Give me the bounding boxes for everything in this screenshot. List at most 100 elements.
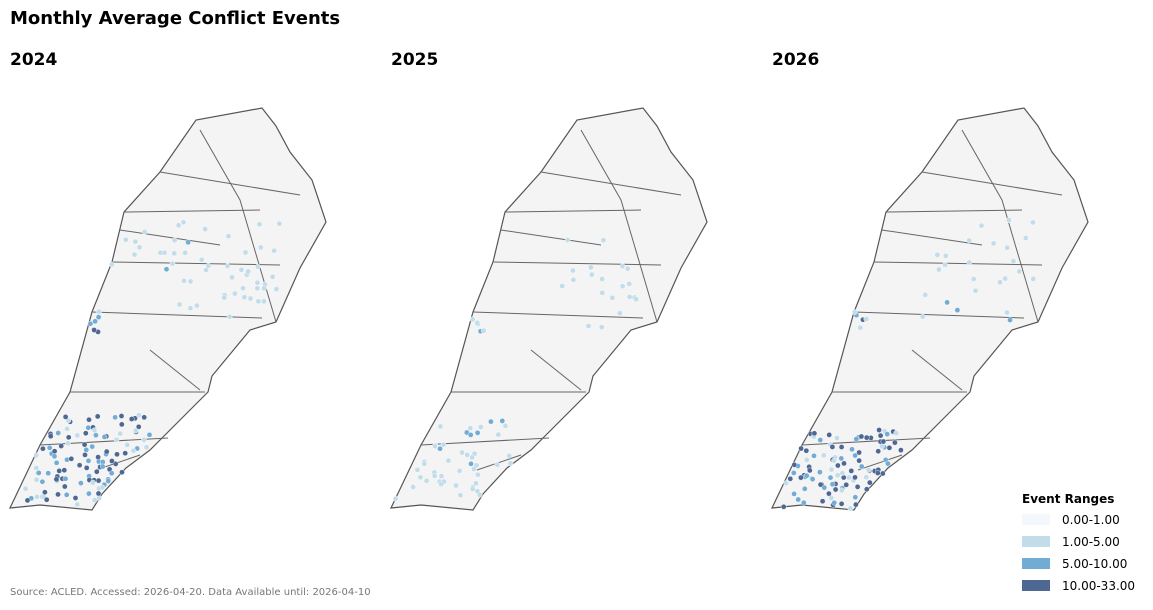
district-border [881,229,983,246]
event-dot [803,447,810,454]
event-dot [848,468,855,474]
event-dot [570,276,577,283]
event-dot [619,283,626,290]
event-dot [85,424,92,431]
event-dot [944,299,950,306]
event-dot [892,439,898,446]
event-dot [852,494,859,501]
event-dot [143,444,150,451]
event-dot [62,475,69,482]
event-dot [846,474,852,481]
event-dot [423,477,430,484]
event-dot [474,429,481,436]
event-dot [45,470,52,477]
event-dot [875,448,881,455]
event-dot [588,264,594,271]
event-dot [990,240,997,247]
event-dot [99,484,106,491]
event-dot [790,470,797,476]
event-dot [437,423,444,430]
event-dot [117,430,123,437]
event-dot [414,466,421,473]
event-dot [609,294,616,301]
event-dot [53,459,60,466]
district-border [492,261,662,266]
event-dot [966,259,973,266]
event-dot [421,460,428,467]
event-dot [224,263,231,269]
event-dot [141,229,148,235]
source-note: Source: ACLED. Accessed: 2026-04-20. Dat… [10,587,371,598]
event-dot [65,440,71,447]
event-dot [843,481,849,488]
event-dot [598,324,605,330]
event-dot [588,271,595,278]
legend-swatch [1022,514,1050,525]
event-dot [91,497,98,503]
panel-title: 2024 [10,50,57,70]
event-dot [863,316,870,322]
event-dot [86,490,92,497]
figure-title: Monthly Average Conflict Events [10,8,340,29]
event-dot [599,290,606,296]
district-border [530,349,582,391]
event-dot [856,449,862,456]
legend-swatch [1022,580,1050,591]
event-dot [847,505,854,512]
event-dot [109,261,115,268]
event-dot [626,294,633,300]
event-dot [829,481,836,488]
event-dot [478,424,484,430]
event-dot [187,305,194,312]
event-dot [828,495,835,501]
event-dot [831,499,837,506]
event-dot [884,431,890,437]
event-dot [82,452,88,458]
event-dot [124,442,130,448]
event-dot [128,416,135,422]
event-dot [1016,268,1023,275]
event-dot [838,455,845,462]
event-dot [475,471,481,478]
event-dot [834,435,840,441]
event-dot [83,430,89,437]
event-dot [74,501,81,508]
event-dot [834,472,841,479]
event-dot [85,457,92,464]
district-border [472,311,644,319]
event-dot [445,457,452,464]
event-dot [92,318,98,325]
district-border [500,229,602,246]
event-dot [51,453,58,460]
event-dot [795,496,802,503]
panel-map [9,107,327,511]
event-dot [480,327,487,334]
event-dot [72,495,79,501]
event-dot [467,432,474,438]
event-dot [853,501,859,508]
event-dot [456,467,463,474]
event-dot [469,454,475,461]
event-dot [633,296,639,302]
event-dot [194,302,200,309]
event-dot [471,466,477,472]
event-dot [135,423,142,430]
event-dot [879,443,885,450]
legend-title: Event Ranges [1022,492,1114,506]
event-dot [585,323,592,329]
event-dot [91,327,97,333]
event-dot [118,413,125,419]
event-dot [99,463,106,470]
event-dot [62,483,68,490]
event-dot [826,490,832,497]
event-dot [599,276,605,282]
event-dot [791,491,797,497]
event-dot [876,427,882,433]
event-dot [93,432,99,439]
district-border [873,261,1043,266]
event-dot [113,436,120,443]
event-dot [438,473,445,479]
event-dot [807,467,813,474]
